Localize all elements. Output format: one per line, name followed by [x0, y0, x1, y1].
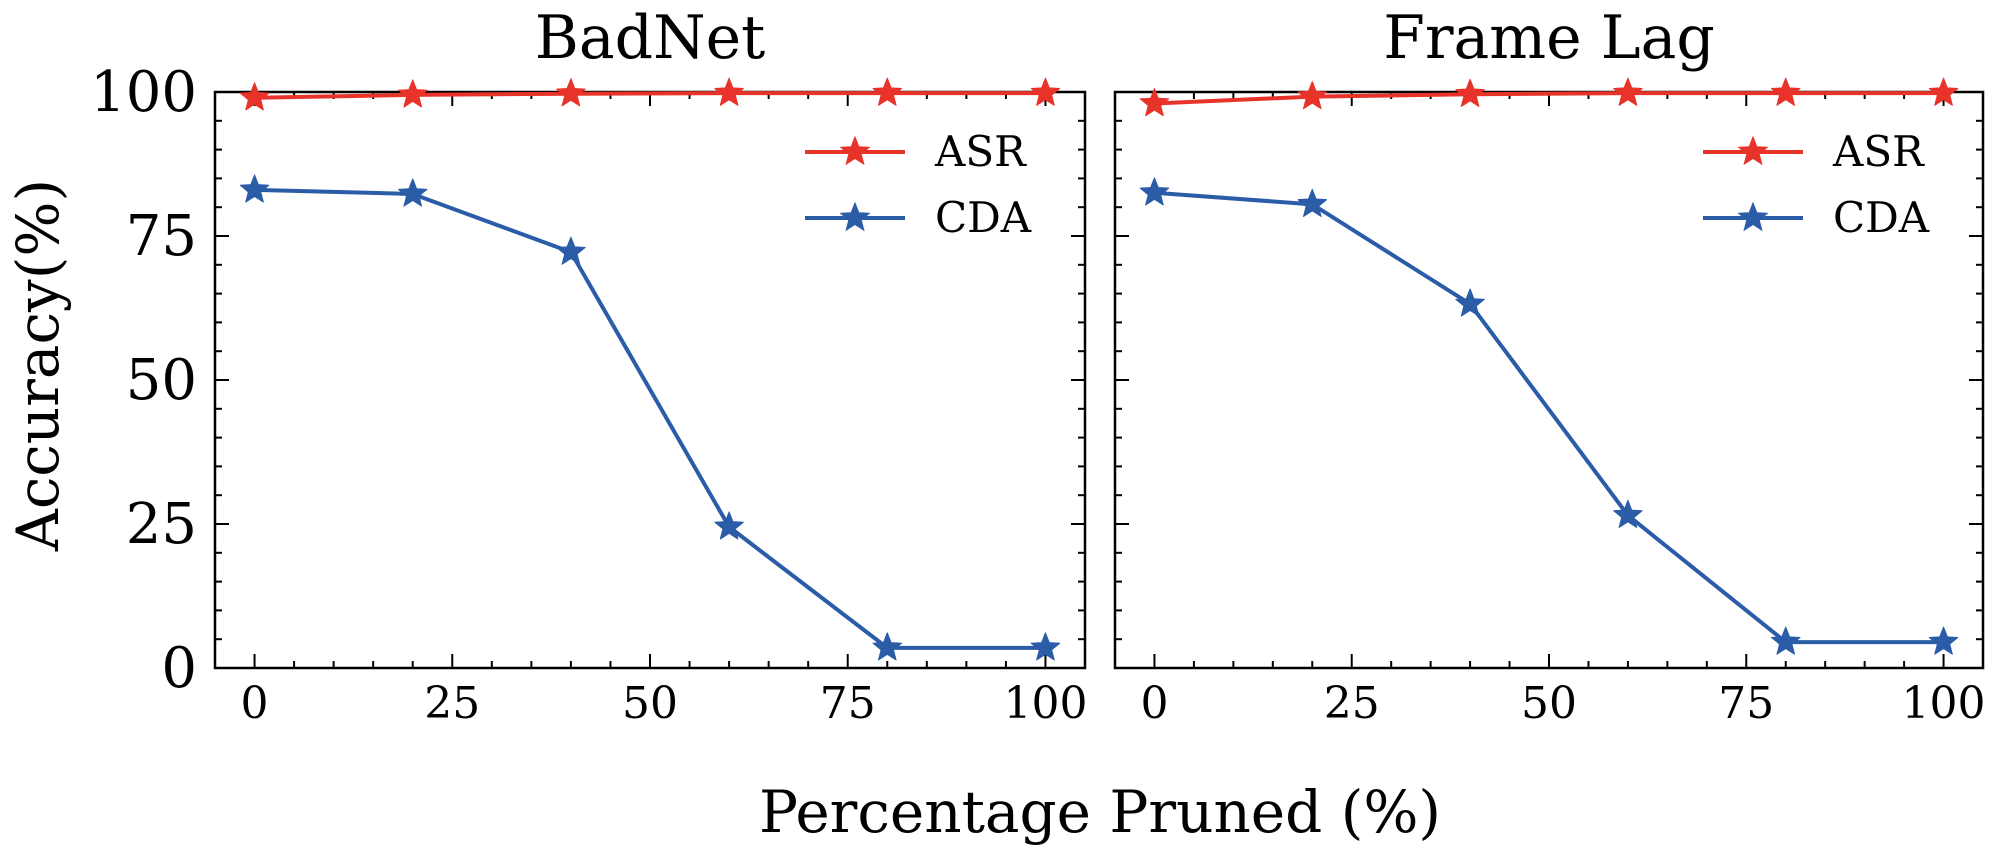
cda-data-point	[1455, 288, 1485, 317]
asr-data-point	[1297, 81, 1328, 110]
asr-data-point	[1030, 77, 1061, 106]
panel-title: BadNet	[535, 3, 765, 73]
x-tick-label: 25	[1324, 678, 1380, 729]
x-tick-label: 75	[820, 678, 876, 729]
cda-data-point	[1030, 632, 1061, 661]
x-axis-label: Percentage Pruned (%)	[759, 778, 1441, 846]
asr-data-point	[1613, 77, 1643, 106]
cda-data-point	[556, 236, 586, 265]
cda-data-point	[397, 178, 428, 207]
legend-cda-label: CDA	[935, 193, 1032, 242]
y-tick-label: 100	[90, 60, 197, 125]
cda-series-line	[1154, 190, 1944, 645]
cda-data-point	[714, 511, 744, 540]
cda-data-point	[1297, 188, 1328, 217]
cda-data-point	[1928, 626, 1959, 655]
asr-data-point	[1455, 78, 1485, 107]
x-tick-label: 50	[622, 678, 678, 729]
x-tick-label: 0	[1140, 678, 1168, 729]
cda-data-point	[1613, 499, 1643, 528]
legend-cda-label: CDA	[1833, 193, 1930, 242]
legend-cda-marker	[839, 201, 871, 232]
panel-2: Frame Lag 0 25 50 75 100 ASR CDA	[1113, 3, 1986, 729]
asr-data-point	[1139, 88, 1170, 117]
y-tick-label: 75	[126, 204, 197, 269]
x-tick-label: 50	[1521, 678, 1577, 729]
asr-data-point	[397, 79, 428, 108]
plot-frame	[213, 90, 1087, 670]
asr-data-point	[1770, 77, 1801, 106]
panel-1: BadNet 0 25 50 75 100 0 25 50 75 100 ASR CDA	[90, 3, 1087, 729]
legend-cda-marker	[1737, 201, 1769, 232]
legend-asr-marker	[1737, 135, 1769, 166]
cda-series-line	[254, 187, 1046, 650]
asr-data-point	[872, 77, 903, 106]
cda-data-point	[1139, 177, 1170, 206]
x-tick-label: 100	[1902, 678, 1986, 729]
cda-data-point	[872, 632, 903, 661]
asr-data-point	[1928, 77, 1959, 106]
asr-series-line	[254, 91, 1046, 100]
y-tick-label: 0	[161, 636, 197, 701]
panel-title: Frame Lag	[1383, 3, 1715, 73]
x-tick-label: 100	[1003, 678, 1087, 729]
legend-asr-marker	[839, 135, 871, 166]
x-tick-label: 75	[1718, 678, 1774, 729]
asr-data-point	[239, 82, 270, 111]
asr-data-point	[714, 77, 744, 106]
cda-data-point	[239, 174, 270, 203]
legend-asr-label: ASR	[1832, 127, 1925, 176]
y-axis-label: Accuracy(%)	[4, 179, 72, 552]
legend-asr-label: ASR	[934, 127, 1027, 176]
plot-frame	[1113, 90, 1985, 670]
y-tick-label: 25	[126, 492, 197, 557]
x-tick-label: 0	[241, 678, 269, 729]
x-tick-label: 25	[424, 678, 480, 729]
asr-series-line	[1154, 91, 1944, 106]
cda-data-point	[1770, 626, 1801, 655]
asr-data-point	[556, 78, 586, 107]
y-tick-label: 50	[126, 348, 197, 413]
